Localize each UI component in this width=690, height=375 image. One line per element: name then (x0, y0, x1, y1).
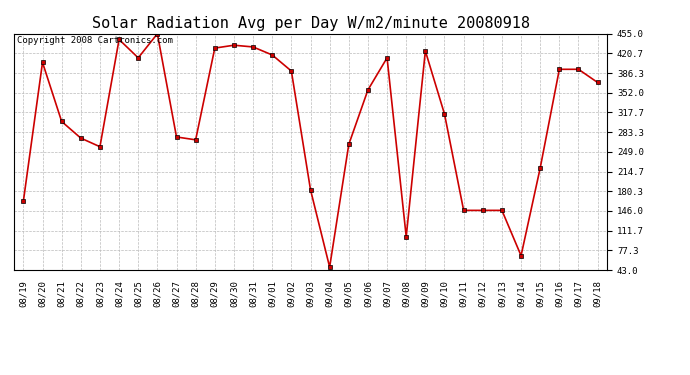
Text: Copyright 2008 Cartronics.com: Copyright 2008 Cartronics.com (17, 36, 172, 45)
Title: Solar Radiation Avg per Day W/m2/minute 20080918: Solar Radiation Avg per Day W/m2/minute … (92, 16, 529, 31)
